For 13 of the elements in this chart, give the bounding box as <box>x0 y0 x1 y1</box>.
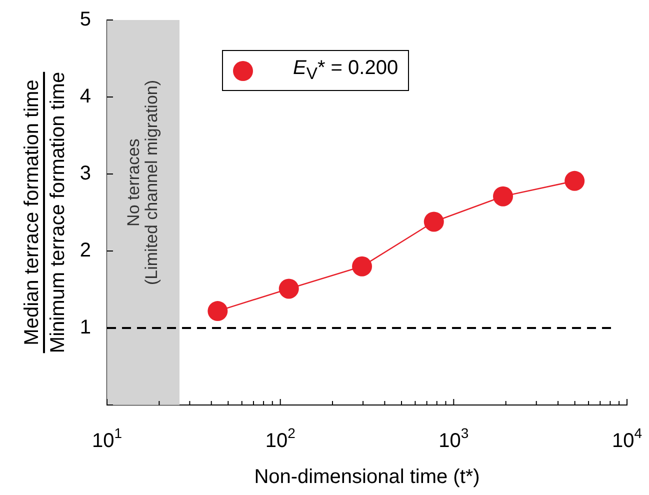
legend-label: E$_{V}$* = 0.200 <box>293 57 398 84</box>
point <box>493 186 514 206</box>
y-tick-label: 2 <box>80 240 91 262</box>
band-label: No terraces (Limited channel migration) <box>124 80 161 286</box>
y-tick-label: 3 <box>80 162 91 185</box>
point <box>564 170 585 191</box>
y-tick-label: 1 <box>80 316 91 339</box>
point <box>278 278 299 299</box>
y-axis-title: Median terrace formation time Minimum terrace formation time <box>21 72 69 354</box>
point <box>208 301 228 322</box>
x-axis-title: Non-dimensional time (t*) <box>254 466 480 488</box>
y-tick-label: 4 <box>80 86 91 108</box>
y-tick-label: 5 <box>80 8 91 31</box>
